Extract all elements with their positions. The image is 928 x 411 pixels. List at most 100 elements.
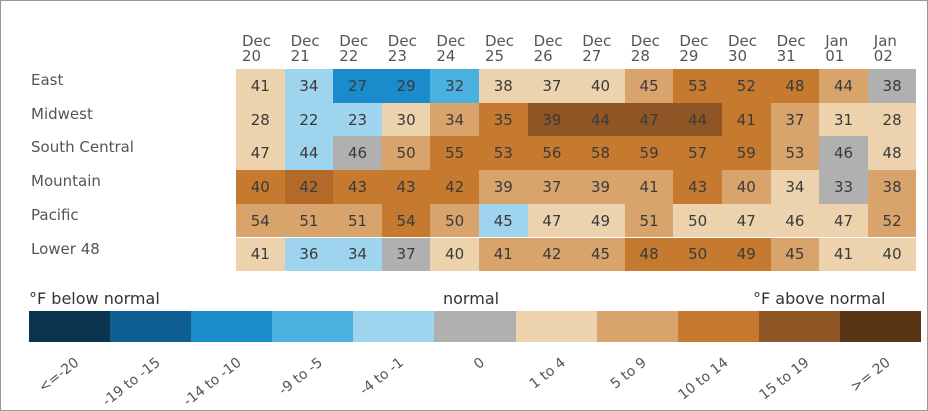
heat-cell: 47 (527, 203, 577, 238)
heat-cell: 56 (527, 136, 577, 171)
heat-cell: 32 (430, 69, 479, 103)
heat-cell: 54 (381, 203, 431, 238)
heat-cell: 49 (576, 203, 625, 238)
heat-cell: 48 (867, 136, 917, 171)
heat-cell: 53 (673, 69, 722, 103)
column-header: Jan 01 (825, 32, 849, 65)
legend-swatch (839, 311, 922, 342)
legend-swatch (596, 311, 679, 342)
column-header: Jan 02 (873, 32, 897, 65)
heat-cell: 55 (430, 136, 479, 171)
heat-cell: 45 (479, 203, 528, 238)
heat-cell: 47 (236, 136, 285, 171)
heat-cell: 33 (819, 170, 868, 204)
heat-cell: 45 (770, 237, 820, 272)
legend-swatch (758, 311, 841, 342)
heat-cell: 46 (819, 136, 868, 171)
column-header: Dec 24 (436, 32, 466, 65)
legend-swatch (677, 311, 760, 342)
heat-cell: 49 (722, 237, 771, 272)
heat-cell: 39 (576, 170, 625, 204)
row-label: Mountain (31, 172, 101, 191)
legend-swatch (29, 311, 111, 342)
legend-swatch (353, 311, 435, 342)
heat-cell: 35 (479, 102, 528, 137)
heat-cell: 42 (284, 170, 334, 204)
legend-title: normal (443, 289, 500, 308)
legend-swatch (434, 311, 517, 342)
heat-cell: 23 (333, 102, 382, 137)
heat-cell: 38 (867, 170, 917, 204)
legend-label: 0 (471, 354, 488, 373)
heat-cell: 59 (624, 136, 674, 171)
heat-cell: 40 (722, 170, 771, 204)
column-header: Dec 25 (485, 32, 515, 65)
heat-cell: 42 (527, 237, 577, 272)
heat-cell: 41 (624, 170, 674, 204)
heat-cell: 37 (381, 237, 431, 272)
heat-cell: 39 (479, 170, 528, 204)
heat-cell: 47 (722, 203, 771, 238)
legend-label: 10 to 14 (675, 354, 732, 404)
column-header: Dec 26 (533, 32, 563, 65)
heat-cell: 43 (673, 170, 722, 204)
heat-cell: 42 (430, 170, 479, 204)
legend-label: -4 to -1 (356, 354, 407, 399)
legend-swatch (191, 311, 273, 342)
heat-cell: 34 (770, 170, 820, 204)
heat-cell: 38 (479, 69, 528, 103)
heat-cell: 48 (770, 69, 820, 103)
column-header: Dec 20 (242, 32, 272, 65)
heat-cell: 46 (770, 203, 820, 238)
column-header: Dec 21 (290, 32, 320, 65)
row-label: East (31, 71, 64, 89)
row-label: Midwest (31, 104, 93, 123)
heat-cell: 53 (479, 136, 528, 171)
column-header: Dec 29 (679, 32, 709, 65)
heat-cell: 37 (527, 69, 577, 103)
heat-cell: 37 (770, 102, 820, 137)
column-header: Dec 28 (630, 32, 660, 65)
legend-swatch (110, 311, 192, 342)
heat-cell: 44 (673, 102, 722, 137)
heat-cell: 29 (381, 69, 431, 103)
legend-label: -9 to -5 (275, 354, 326, 399)
heat-cell: 27 (333, 69, 382, 103)
heat-cell: 28 (236, 102, 285, 137)
column-header: Dec 30 (728, 32, 758, 65)
legend-label: <=-20 (36, 354, 83, 396)
heat-cell: 44 (819, 69, 868, 103)
heat-cell: 43 (381, 170, 431, 204)
heat-cell: 51 (284, 203, 334, 238)
heat-cell: 50 (381, 136, 431, 171)
heat-cell: 40 (430, 237, 479, 272)
heat-cell: 50 (673, 203, 722, 238)
heat-cell: 50 (430, 203, 479, 238)
heat-cell: 57 (673, 136, 722, 171)
heat-cell: 54 (236, 203, 285, 238)
row-label: Lower 48 (31, 239, 100, 258)
heat-cell: 45 (624, 69, 674, 103)
legend-swatch (272, 311, 354, 342)
heat-cell: 41 (236, 237, 285, 272)
legend-label: 5 to 9 (608, 354, 651, 393)
heat-cell: 40 (576, 69, 625, 103)
heat-cell: 44 (576, 102, 625, 137)
heat-cell: 47 (624, 102, 674, 137)
heat-cell: 22 (284, 102, 334, 137)
heat-cell: 41 (479, 237, 528, 272)
heat-cell: 30 (381, 102, 431, 137)
heat-cell: 44 (284, 136, 334, 171)
heat-cell: 53 (770, 136, 820, 171)
heat-cell: 34 (333, 237, 382, 272)
heat-cell: 47 (819, 203, 868, 238)
heat-cell: 28 (867, 102, 917, 137)
heat-cell: 41 (819, 237, 868, 272)
heat-cell: 58 (576, 136, 625, 171)
row-label: Pacific (31, 205, 79, 224)
heat-cell: 39 (527, 102, 577, 137)
legend-label: 15 to 19 (756, 354, 813, 404)
legend-label: >= 20 (847, 354, 894, 396)
legend-swatch (515, 311, 598, 342)
